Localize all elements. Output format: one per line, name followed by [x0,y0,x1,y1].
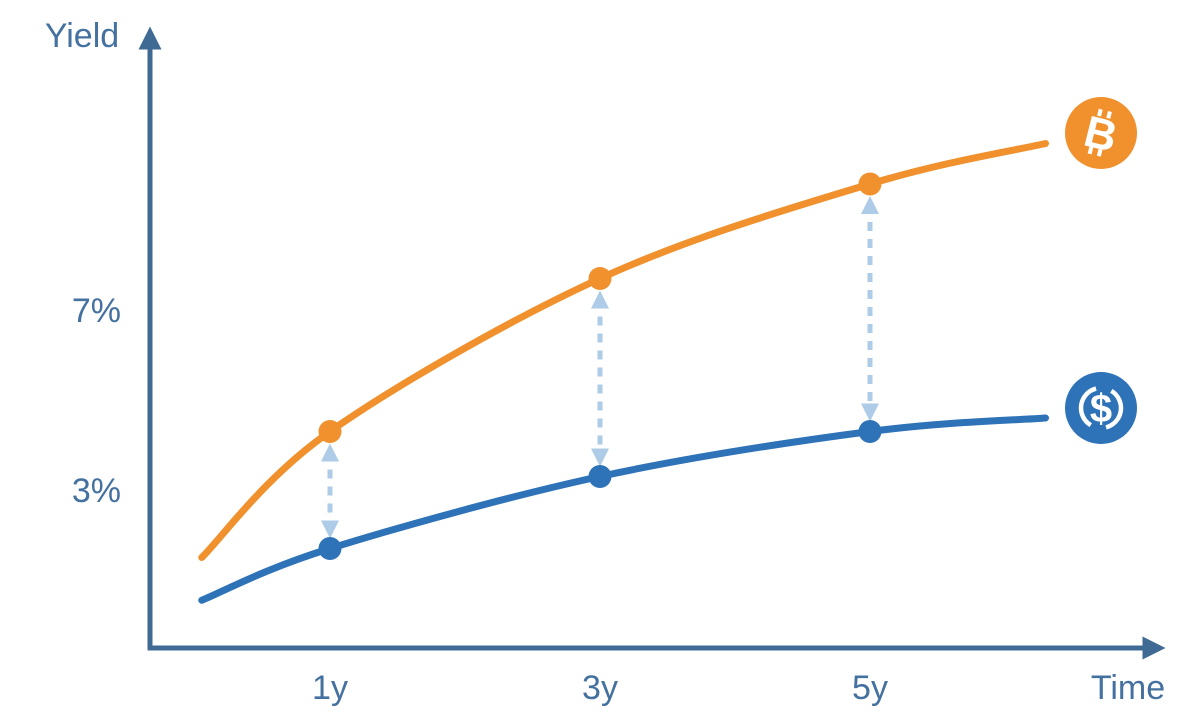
x-tick-label: 3y [582,669,618,707]
bitcoin-icon-circle [1065,97,1137,169]
y-tick-label: 3% [72,472,121,510]
bitcoin-yield-curve-point-1y [318,420,342,443]
x-axis-title: Time [1091,669,1165,707]
plot-area [198,140,1049,604]
bitcoin-top-stroke [1106,111,1112,119]
bitcoin-yield-curve-point-3y [588,267,612,290]
usd-coin-arcs [1078,385,1124,431]
bitcoin-bottom-stroke [1096,148,1103,157]
x-tick-label: 1y [312,669,348,707]
x-tick-label: 5y [852,669,888,707]
bitcoin-bottom-stroke [1087,146,1094,155]
usd-coin-circle [1065,372,1137,444]
bitcoin-icon: B [1065,97,1137,169]
bitcoin-yield-curve-point-5y [858,172,882,196]
stablecoin-yield-curve-point-1y [318,537,342,560]
usd-coin-icon: $ [1065,372,1137,444]
stablecoin-yield-curve-point-3y [588,465,612,488]
y-axis-title: Yield [45,17,119,55]
stablecoin-yield-curve-point-5y [858,420,882,443]
usd-dollar-symbol: $ [1090,387,1112,431]
bitcoin-top-stroke [1097,108,1103,117]
axis-lines [138,26,1166,660]
y-tick-label: 7% [72,292,121,330]
